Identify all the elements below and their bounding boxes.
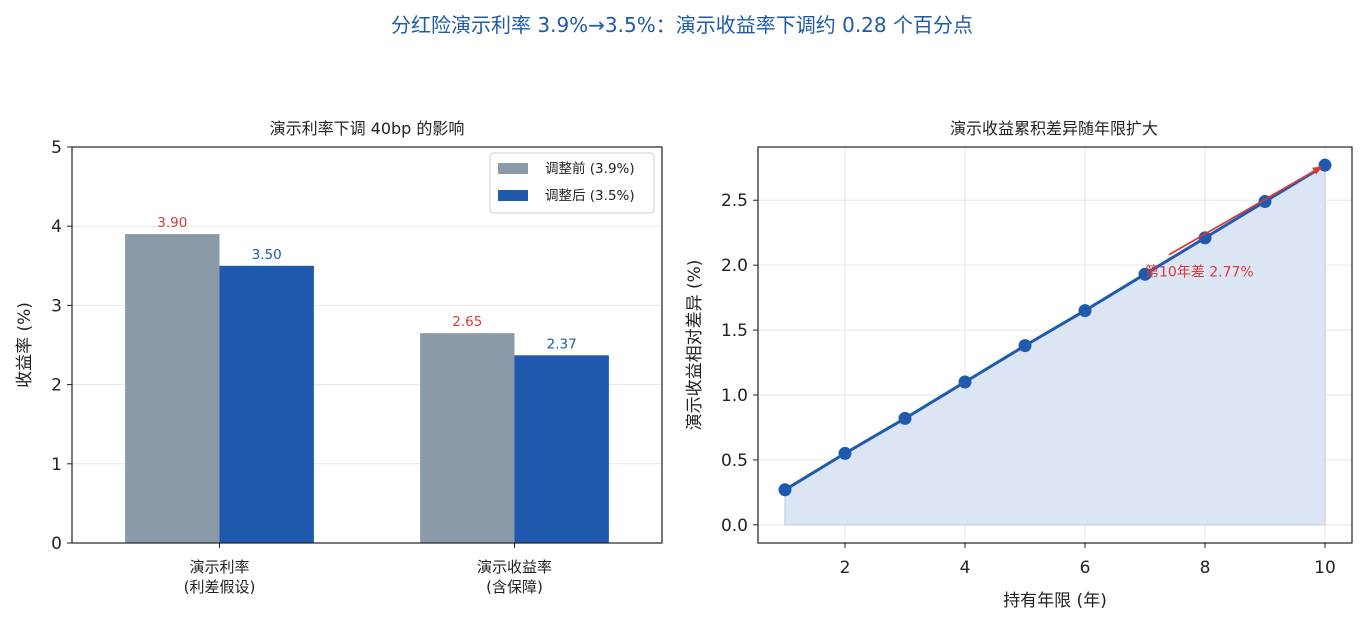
line-chart-series-line [784, 163, 1326, 492]
x-tick-label: 演示收益率 [477, 558, 552, 576]
line-chart-x-axis-label: 持有年限 (年) [1003, 591, 1107, 611]
data-point [838, 446, 852, 460]
data-point [898, 411, 912, 425]
line-chart-panel: 演示收益累积差异随年限扩大 第10年差 2.77% 0.0 0.5 1.0 1.5 2.… [685, 119, 1353, 611]
bar-chart-bars [125, 234, 609, 543]
y-tick-label: 0 [51, 534, 62, 554]
bar-data-label: 3.50 [252, 247, 282, 263]
bar-chart-panel: 演示利率下调 40bp 的影响 3.903.502.652.37 012345 … [15, 119, 663, 596]
legend-label-before: 调整前 (3.9%) [545, 160, 635, 177]
line-chart-points [778, 158, 1332, 497]
bar-chart-legend: 调整前 (3.9%) 调整后 (3.5%) [489, 152, 655, 214]
bar-after [514, 355, 609, 543]
y-tick-label: 0.0 [721, 516, 748, 536]
legend-swatch-before [498, 163, 528, 174]
x-tick-label: 4 [960, 558, 971, 578]
data-point [1318, 158, 1332, 172]
data-point [778, 483, 792, 497]
bar-chart-title: 演示利率下调 40bp 的影响 [270, 119, 465, 138]
y-tick-label: 1.5 [721, 321, 748, 341]
bar-chart-x-ticks: 演示利率 (利差假设) 演示收益率 (含保障) [184, 543, 552, 596]
data-point [1018, 339, 1032, 353]
figure-suptitle: 分红险演示利率 3.9%→3.5%：演示收益率下调约 0.28 个百分点 [391, 13, 973, 37]
y-tick-label: 0.5 [721, 451, 748, 471]
y-tick-label: 4 [51, 217, 62, 237]
x-tick-label: 2 [840, 558, 851, 578]
data-point [1138, 267, 1152, 281]
x-tick-label: 6 [1080, 558, 1091, 578]
data-point [1078, 304, 1092, 318]
y-tick-label: 2 [51, 376, 62, 396]
bar-before [420, 333, 515, 543]
bar-before [125, 234, 220, 543]
x-tick-label: 8 [1200, 558, 1211, 578]
line-chart-y-axis-label: 演示收益相对差异 (%) [685, 260, 705, 431]
x-tick-label: 演示利率 [189, 558, 249, 576]
bar-data-label: 2.37 [547, 336, 577, 352]
y-tick-label: 2.0 [721, 256, 748, 276]
legend-frame [489, 152, 655, 214]
data-point [958, 375, 972, 389]
legend-swatch-after [498, 190, 528, 201]
legend-label-after: 调整后 (3.5%) [545, 188, 635, 204]
data-point [1198, 231, 1212, 245]
bar-after [219, 265, 314, 543]
line-chart-annotation: 第10年差 2.77% [1145, 166, 1323, 281]
line-chart-area-fill [784, 163, 1326, 526]
line-chart-x-ticks: 2 4 6 8 10 [840, 543, 1336, 578]
y-tick-label: 2.5 [721, 191, 748, 211]
bar-chart-data-labels: 3.90 3.50 2.65 2.37 [157, 215, 576, 352]
x-tick-label: 10 [1314, 558, 1336, 578]
line-chart-frame [757, 146, 1353, 544]
line-chart-title: 演示收益累积差异随年限扩大 [950, 119, 1158, 138]
bar-chart-y-axis-label: 收益率 (%) [15, 302, 35, 388]
annotation-text: 第10年差 2.77% [1145, 264, 1254, 281]
bar-chart-y-ticks: 0 1 2 3 4 5 [51, 138, 72, 554]
x-tick-label: (含保障) [486, 578, 543, 596]
y-tick-label: 3 [51, 296, 62, 316]
y-tick-label: 5 [51, 138, 62, 158]
bar-data-label: 3.90 [157, 215, 187, 231]
x-tick-label: (利差假设) [184, 578, 256, 596]
annotation-arrow [1168, 166, 1323, 256]
line-chart-y-ticks: 0.0 0.5 1.0 1.5 2.0 2.5 [721, 191, 758, 536]
bar-chart-frame [71, 146, 663, 544]
y-tick-label: 1.0 [721, 386, 748, 406]
y-tick-label: 1 [51, 455, 62, 475]
bar-data-label: 2.65 [452, 314, 482, 330]
